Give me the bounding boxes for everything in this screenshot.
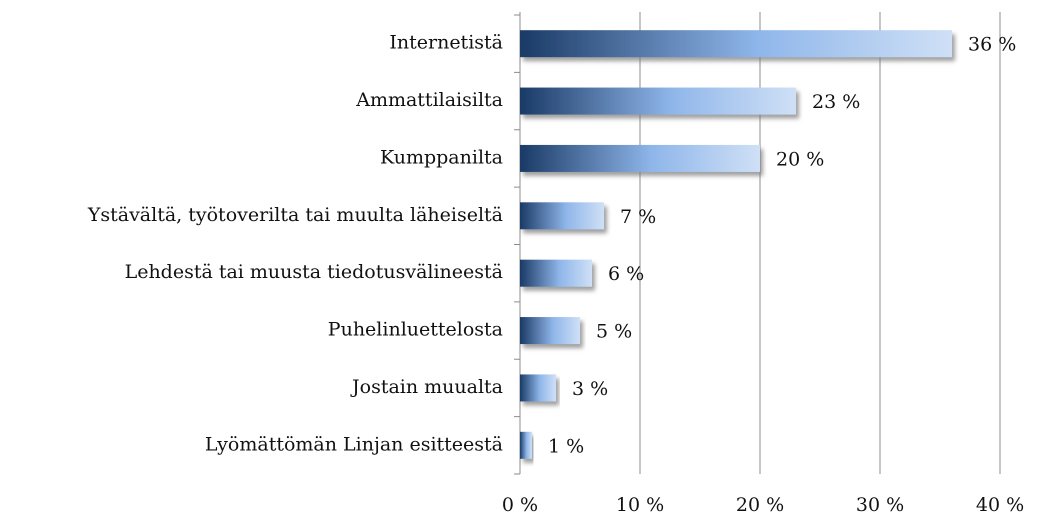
bar [520, 374, 556, 402]
x-tick-label: 20 % [736, 494, 784, 516]
y-tick-label: Puhelinluettelosta [328, 319, 503, 341]
x-tick-label: 10 % [616, 494, 664, 516]
y-tick-label: Ystävältä, työtoverilta tai muulta lähei… [87, 204, 503, 226]
bar [520, 30, 952, 58]
x-tick-label: 0 % [502, 494, 538, 516]
data-label: 20 % [776, 148, 824, 170]
bar [520, 431, 532, 459]
data-label: 1 % [548, 435, 584, 457]
data-label: 5 % [596, 321, 632, 343]
data-label: 6 % [608, 263, 644, 285]
y-tick-label: Jostain muualta [350, 376, 503, 398]
x-tick-label: 30 % [856, 494, 904, 516]
y-tick-label: Internetistä [389, 32, 503, 54]
y-tick-label: Ammattilaisilta [355, 89, 503, 111]
bar [520, 317, 580, 345]
y-tick-label: Lyömättömän Linjan esitteestä [205, 433, 503, 455]
data-label: 23 % [812, 91, 860, 113]
y-tick-label: Kumppanilta [380, 146, 503, 168]
bar [520, 87, 796, 115]
data-label: 36 % [968, 34, 1016, 56]
bar [520, 259, 592, 287]
bar [520, 202, 604, 230]
y-tick-label: Lehdestä tai muusta tiedotusvälineestä [125, 261, 503, 283]
bar [520, 144, 760, 172]
data-label: 3 % [572, 378, 608, 400]
data-label: 7 % [620, 206, 656, 228]
x-tick-label: 40 % [976, 494, 1024, 516]
